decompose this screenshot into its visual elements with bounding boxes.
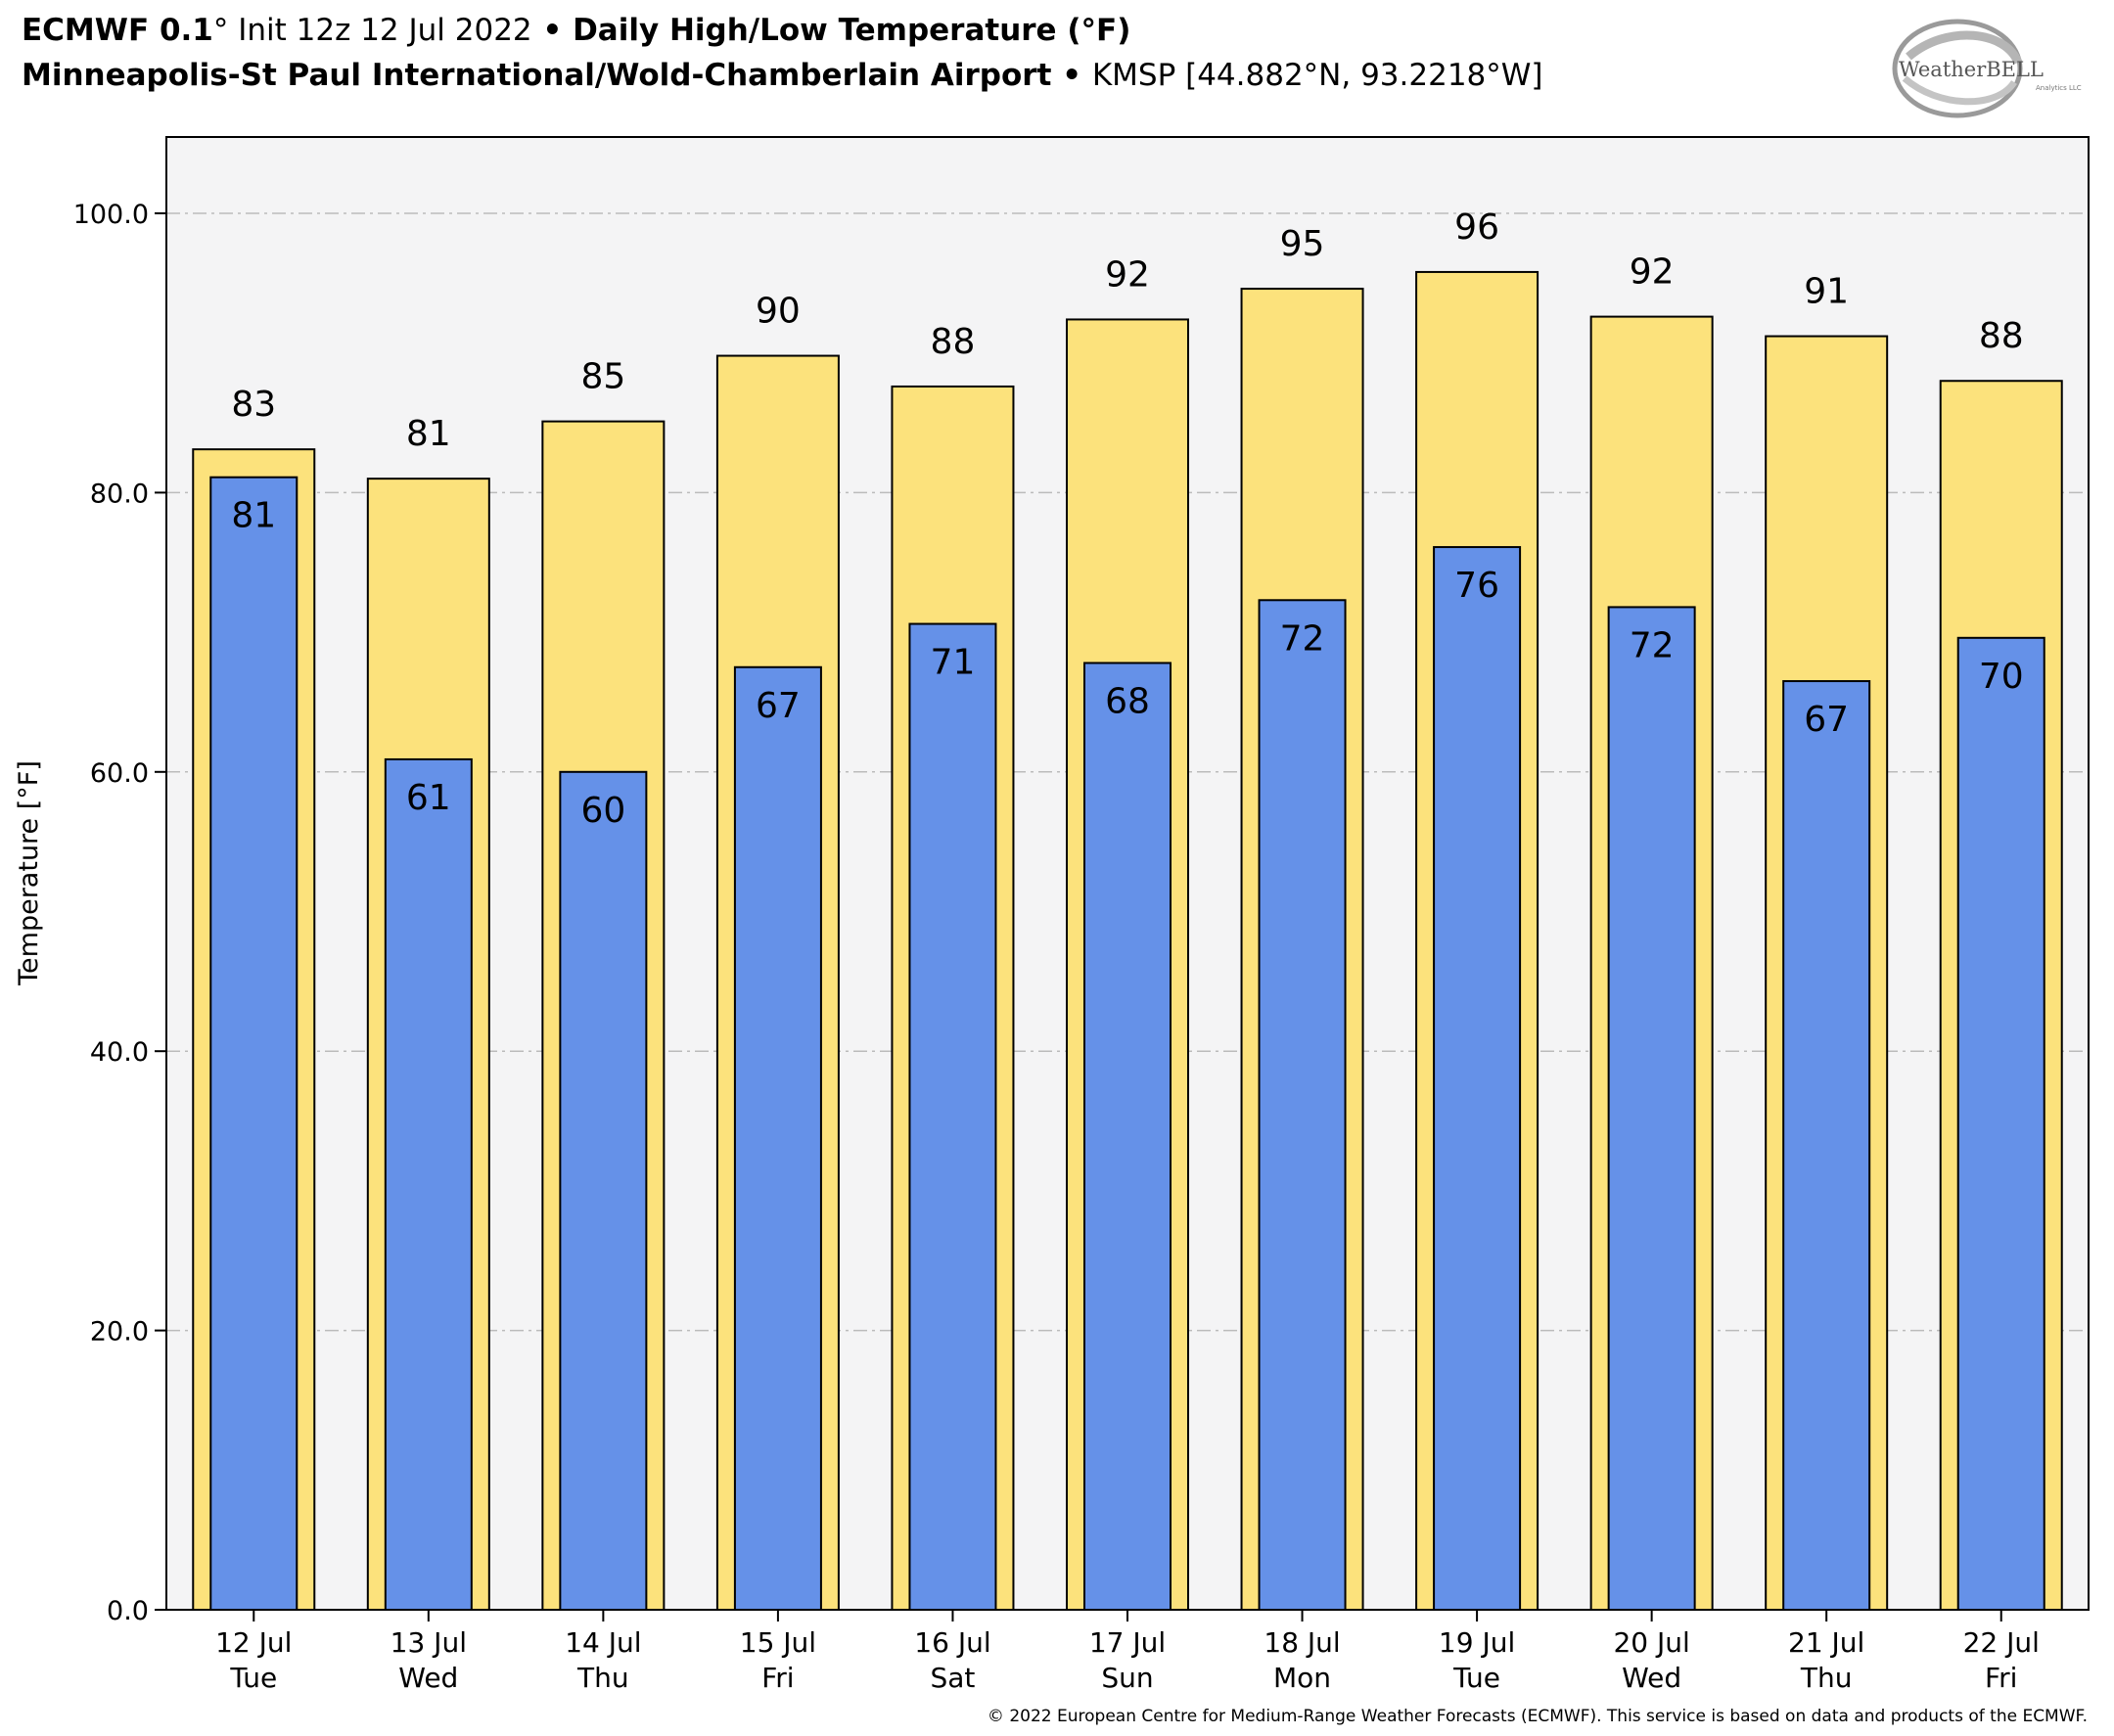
bar-low <box>733 665 822 1611</box>
bar-low <box>384 757 473 1611</box>
low-value-label: 70 <box>1979 657 2024 697</box>
y-tick-label: 80.0 <box>90 479 149 509</box>
data-labels: 83 81 81 61 85 60 90 67 88 71 92 68 95 72 96 76 92 72 91 67… <box>231 207 2023 831</box>
x-tick-label-day: Tue <box>229 1662 277 1694</box>
low-value-label: 61 <box>406 778 451 818</box>
y-tick-label: 40.0 <box>90 1037 149 1068</box>
low-value-label: 72 <box>1630 625 1675 665</box>
low-value-label: 71 <box>931 643 976 683</box>
x-tick-label-date: 14 Jul <box>565 1626 641 1659</box>
high-value-label: 92 <box>1105 254 1150 295</box>
high-value-label: 90 <box>756 292 801 332</box>
station-info: KMSP [44.882°N, 93.2218°W] <box>1091 58 1543 93</box>
x-tick-label-day: Thu <box>576 1662 629 1694</box>
init-time: Init 12z 12 Jul 2022 <box>228 13 532 48</box>
x-tick-label-date: 12 Jul <box>215 1626 292 1659</box>
x-tick-label-day: Tue <box>1452 1662 1500 1694</box>
x-tick-label-day: Sun <box>1101 1662 1153 1694</box>
bar-low <box>1956 636 2045 1611</box>
high-value-label: 85 <box>580 357 625 397</box>
x-tick-label-day: Wed <box>398 1662 458 1694</box>
x-tick-label-date: 18 Jul <box>1264 1626 1340 1659</box>
x-tick-label-day: Fri <box>761 1662 794 1694</box>
x-tick-label-date: 22 Jul <box>1963 1626 2040 1659</box>
low-value-label: 68 <box>1105 681 1150 721</box>
copyright-notice: © 2022 European Centre for Medium-Range … <box>987 1707 2088 1726</box>
high-value-label: 88 <box>931 322 976 362</box>
high-value-label: 92 <box>1630 252 1675 293</box>
x-tick-label-date: 21 Jul <box>1788 1626 1864 1659</box>
logo-text: WeatherBELL <box>1899 58 2044 81</box>
low-value-label: 76 <box>1454 566 1499 606</box>
weatherbell-logo: WeatherBELL Analytics LLC <box>1892 19 2082 118</box>
x-tick-label-date: 17 Jul <box>1089 1626 1166 1659</box>
x-tick-label-date: 13 Jul <box>391 1626 467 1659</box>
bar-low <box>1607 606 1696 1612</box>
separator: • <box>1051 58 1092 93</box>
x-tick-label-date: 15 Jul <box>740 1626 816 1659</box>
high-value-label: 96 <box>1454 207 1499 248</box>
bar-low <box>1433 546 1522 1611</box>
model-degree: ° <box>212 13 229 48</box>
logo-subtext: Analytics LLC <box>2036 84 2082 92</box>
y-tick-label: 0.0 <box>107 1596 149 1626</box>
bar-low <box>908 622 997 1611</box>
high-value-label: 95 <box>1280 224 1325 264</box>
header-line-2: Minneapolis-St Paul International/Wold-C… <box>22 53 1861 98</box>
bar-low <box>1083 662 1172 1611</box>
bar-low <box>1782 680 1871 1611</box>
x-tick-label-date: 16 Jul <box>914 1626 990 1659</box>
separator: • <box>531 13 574 48</box>
y-tick-label: 20.0 <box>90 1317 149 1348</box>
x-tick-label-date: 20 Jul <box>1613 1626 1689 1659</box>
bar-low <box>1258 599 1347 1611</box>
bar-low <box>209 476 299 1611</box>
x-tick-label-day: Fri <box>1985 1662 2017 1694</box>
x-tick-label-date: 19 Jul <box>1439 1626 1515 1659</box>
low-value-label: 72 <box>1280 618 1325 659</box>
high-value-label: 91 <box>1804 272 1849 312</box>
y-tick-label: 60.0 <box>90 758 149 789</box>
low-value-label: 67 <box>756 686 801 726</box>
station-name: Minneapolis-St Paul International/Wold-C… <box>22 58 1052 93</box>
model-name: ECMWF 0.1 <box>22 13 213 48</box>
x-tick-label-day: Wed <box>1622 1662 1681 1694</box>
high-value-label: 81 <box>406 414 451 454</box>
x-tick-label-day: Sat <box>930 1662 975 1694</box>
y-axis-label: Temperature [°F] <box>14 760 44 986</box>
x-tick-label-day: Thu <box>1800 1662 1853 1694</box>
high-value-label: 88 <box>1979 316 2024 356</box>
bars <box>192 270 2063 1612</box>
y-axis: 0.0 20.0 40.0 60.0 80.0 100.0 <box>73 200 166 1626</box>
y-tick-label: 100.0 <box>73 200 149 230</box>
low-value-label: 60 <box>580 791 625 831</box>
low-value-label: 67 <box>1804 700 1849 740</box>
low-value-label: 81 <box>231 496 276 536</box>
x-tick-label-day: Mon <box>1273 1662 1331 1694</box>
high-value-label: 83 <box>231 385 276 425</box>
chart-header: ECMWF 0.1° Init 12z 12 Jul 2022 • Daily … <box>22 8 1861 98</box>
header-line-1: ECMWF 0.1° Init 12z 12 Jul 2022 • Daily … <box>22 8 1861 53</box>
product-title: Daily High/Low Temperature (°F) <box>573 13 1131 48</box>
bar-low <box>559 770 648 1611</box>
